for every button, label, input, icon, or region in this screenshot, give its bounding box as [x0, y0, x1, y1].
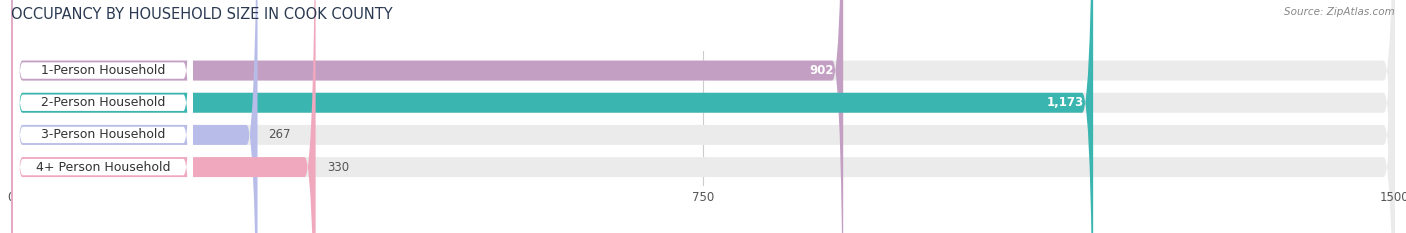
Text: OCCUPANCY BY HOUSEHOLD SIZE IN COOK COUNTY: OCCUPANCY BY HOUSEHOLD SIZE IN COOK COUN… [11, 7, 392, 22]
FancyBboxPatch shape [11, 0, 315, 233]
Text: 902: 902 [810, 64, 834, 77]
Text: 3-Person Household: 3-Person Household [41, 128, 166, 141]
Text: 267: 267 [269, 128, 291, 141]
Text: 1-Person Household: 1-Person Household [41, 64, 166, 77]
FancyBboxPatch shape [11, 0, 1395, 233]
Text: 330: 330 [326, 161, 349, 174]
Text: 1,173: 1,173 [1047, 96, 1084, 109]
FancyBboxPatch shape [11, 0, 1395, 233]
FancyBboxPatch shape [13, 0, 193, 233]
FancyBboxPatch shape [13, 0, 193, 233]
FancyBboxPatch shape [11, 0, 1395, 233]
FancyBboxPatch shape [11, 0, 1092, 233]
Text: Source: ZipAtlas.com: Source: ZipAtlas.com [1284, 7, 1395, 17]
Text: 2-Person Household: 2-Person Household [41, 96, 166, 109]
FancyBboxPatch shape [13, 0, 193, 233]
FancyBboxPatch shape [11, 0, 844, 233]
FancyBboxPatch shape [13, 0, 193, 233]
FancyBboxPatch shape [11, 0, 257, 233]
FancyBboxPatch shape [11, 0, 1395, 233]
Text: 4+ Person Household: 4+ Person Household [35, 161, 170, 174]
